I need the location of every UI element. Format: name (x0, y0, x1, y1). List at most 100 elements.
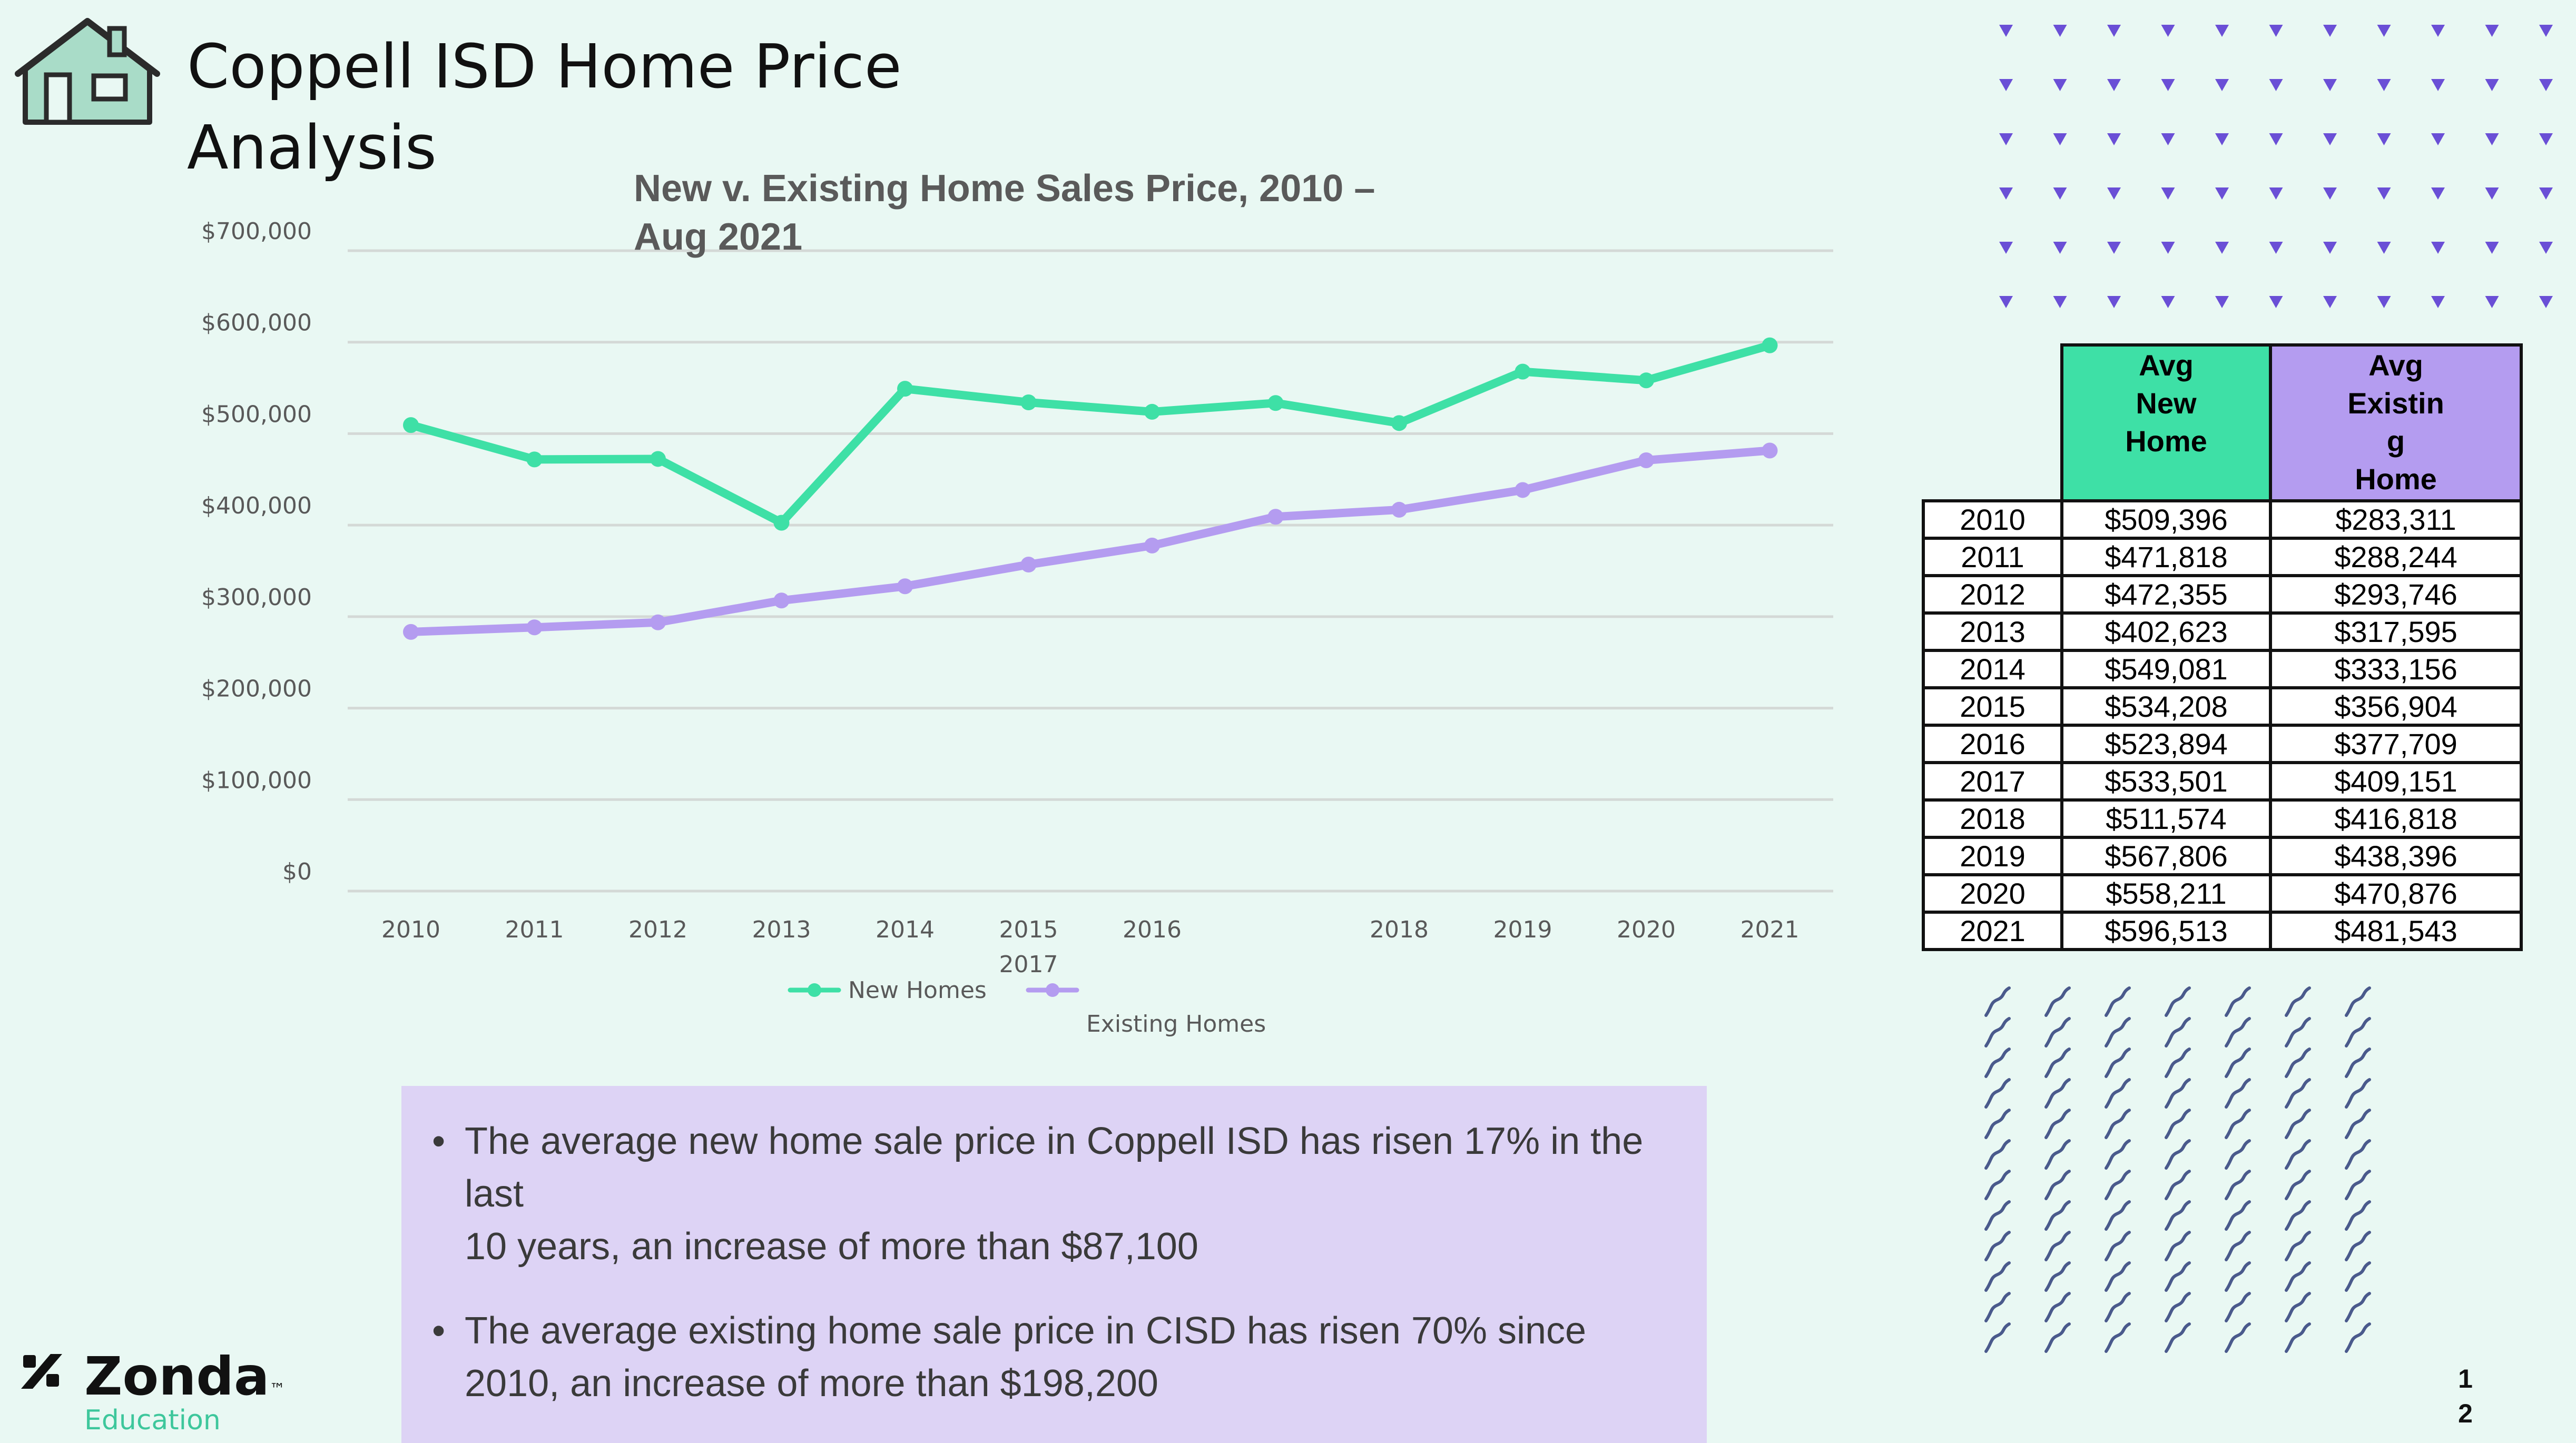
data-point (650, 451, 666, 467)
decor-triangle (2269, 79, 2283, 91)
x-tick-label: 2010 (381, 916, 440, 943)
decor-triangle (2053, 79, 2067, 91)
decor-triangle (2053, 187, 2067, 200)
decor-triangle (1999, 79, 2013, 91)
decor-triangle (2161, 187, 2175, 200)
decor-wave (2225, 1139, 2251, 1170)
data-point (1020, 394, 1037, 411)
table-row: 2019 $567,806 $438,396 (1922, 836, 2523, 876)
chart-title-line1: New v. Existing Home Sales Price, 2010 – (634, 167, 1375, 210)
year-cell: 2020 (1922, 873, 2063, 914)
decor-wave (2044, 1261, 2071, 1292)
decor-triangle (2053, 242, 2067, 254)
bullet-text-line: 2010, an increase of more than $198,200 (465, 1362, 1158, 1405)
decor-wave (2345, 1017, 2371, 1047)
decor-wave (2345, 986, 2371, 1017)
decor-wave (2044, 1292, 2071, 1322)
avg-new-home-cell: $509,396 (2060, 499, 2272, 540)
table-row: 2013 $402,623 $317,595 (1922, 611, 2523, 652)
year-cell: 2013 (1922, 611, 2063, 652)
y-tick-label: $0 (282, 858, 312, 885)
data-point (897, 578, 913, 595)
decor-wave (1984, 1322, 2011, 1353)
decor-wave (1984, 1231, 2011, 1261)
avg-existing-home-cell: $470,876 (2269, 873, 2523, 914)
year-cell: 2018 (1922, 798, 2063, 839)
summary-bullet: • The average existing home sale price i… (432, 1304, 1675, 1410)
data-point (773, 515, 790, 531)
decor-wave (2165, 1292, 2191, 1322)
decor-triangle (2215, 25, 2229, 37)
table-row: 2016 $523,894 $377,709 (1922, 724, 2523, 764)
decor-triangle (2539, 187, 2553, 200)
decor-wave (2345, 1047, 2371, 1078)
data-point (1762, 442, 1778, 459)
decor-triangle (2485, 242, 2499, 254)
data-point (403, 417, 419, 433)
bullet-text-line: The average new home sale price in Coppe… (465, 1120, 1644, 1162)
data-point (1144, 403, 1160, 420)
avg-existing-home-cell: $409,151 (2269, 761, 2523, 802)
decor-triangle (2485, 25, 2499, 37)
page-title-line1: Coppell ISD Home Price (187, 32, 902, 102)
decor-wave (2225, 1017, 2251, 1047)
decor-wave (2285, 1322, 2311, 1353)
decor-triangle (2107, 25, 2121, 37)
decor-wave (2225, 1261, 2251, 1292)
decor-wave (2165, 1200, 2191, 1231)
data-point (1762, 337, 1778, 353)
header-text-line: Home (2125, 424, 2207, 458)
decor-triangle (2485, 79, 2499, 91)
decor-wave (2285, 1109, 2311, 1139)
avg-existing-home-cell: $481,543 (2269, 911, 2523, 951)
decor-triangle (2323, 187, 2337, 200)
decor-triangle (2107, 296, 2121, 308)
year-cell: 2011 (1922, 537, 2063, 577)
decor-triangle (2161, 296, 2175, 308)
chart-series (403, 337, 1778, 640)
data-point (1144, 537, 1160, 554)
decor-triangle (2269, 296, 2283, 308)
table-row: 2021 $596,513 $481,543 (1922, 911, 2523, 951)
table-row: 2011 $471,818 $288,244 (1922, 537, 2523, 577)
header-text-line: New (2136, 387, 2197, 420)
bullet-dot: • (432, 1120, 446, 1162)
avg-new-home-cell: $558,211 (2060, 873, 2272, 914)
data-point (403, 624, 419, 640)
decor-wave (2225, 1170, 2251, 1200)
decor-wave (2105, 1261, 2131, 1292)
data-point (1638, 372, 1654, 389)
chart-gridlines (348, 249, 1833, 893)
decor-wave (2285, 1292, 2311, 1322)
header-text-line: Avg (2368, 349, 2423, 382)
decor-wave (1984, 1109, 2011, 1139)
x-axis-ticks: 2010 2011 2012 2013 2014 2015 2016 2017 2018 2019… (381, 916, 1799, 978)
decor-wave (2345, 1078, 2371, 1109)
decor-wave (2285, 1017, 2311, 1047)
y-tick-label: $400,000 (201, 492, 312, 519)
decor-wave (2105, 1078, 2131, 1109)
header-text-line: Home (2355, 462, 2437, 496)
decor-wave (2105, 986, 2131, 1017)
x-tick-label: 2019 (1493, 916, 1552, 943)
decor-wave (2285, 1200, 2311, 1231)
decor-wave (2345, 1109, 2371, 1139)
data-point (1267, 395, 1284, 411)
avg-existing-home-cell: $283,311 (2269, 499, 2523, 540)
decor-triangle (1999, 133, 2013, 145)
table-row: 2017 $533,501 $409,151 (1922, 761, 2523, 802)
decor-wave (2165, 1261, 2191, 1292)
decor-wave (2105, 1139, 2131, 1170)
table-row: 2020 $558,211 $470,876 (1922, 873, 2523, 914)
decor-wave (2345, 1170, 2371, 1200)
decor-triangle (2161, 242, 2175, 254)
chart-title-line2: Aug 2021 (634, 216, 803, 258)
decor-triangle (2323, 79, 2337, 91)
zonda-logo-icon (21, 1354, 62, 1389)
decor-wave (2165, 1139, 2191, 1170)
decor-triangle (2431, 296, 2445, 308)
decor-triangle (1999, 296, 2013, 308)
decor-wave (2105, 1200, 2131, 1231)
avg-existing-home-cell: $416,818 (2269, 798, 2523, 839)
decor-wave (1984, 1139, 2011, 1170)
